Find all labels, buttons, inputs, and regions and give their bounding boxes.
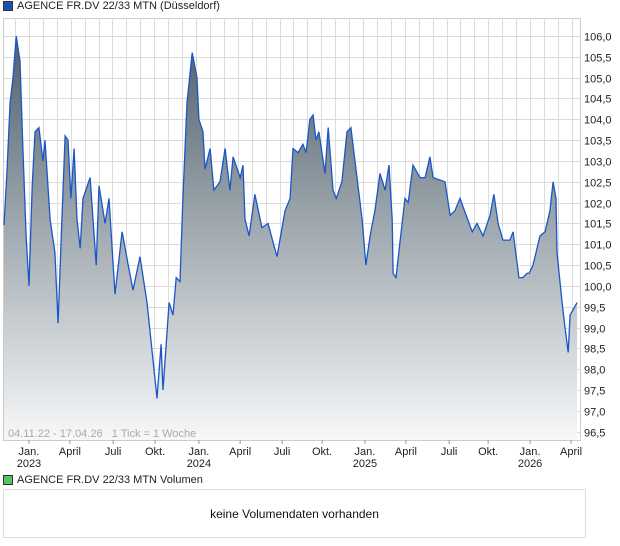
y-tick-label: 104,0: [584, 115, 612, 127]
x-tick-label: Jan.: [188, 446, 209, 458]
y-tick-label: 106,0: [584, 32, 612, 44]
x-tick-label: April: [395, 446, 417, 458]
x-tick-year-label: 2025: [353, 458, 377, 470]
x-tick-year-label: 2024: [187, 458, 211, 470]
x-tick-label: Okt.: [478, 446, 498, 458]
y-tick-label: 103,5: [584, 136, 612, 148]
price-line: [3, 35, 578, 399]
x-tick-label: Okt.: [145, 446, 165, 458]
x-tick-year-label: 2026: [518, 458, 542, 470]
x-tick-label: April: [560, 446, 582, 458]
range-text: 04.11.22 - 17.04.26 1 Tick = 1 Woche: [8, 428, 196, 440]
price-legend-label: AGENCE FR.DV 22/33 MTN (Düsseldorf): [17, 0, 220, 12]
volume-legend-swatch: [3, 475, 13, 485]
volume-empty-message: keine Volumendaten vorhanden: [210, 506, 379, 521]
volume-legend-label: AGENCE FR.DV 22/33 MTN Volumen: [17, 474, 203, 486]
y-tick-label: 101,0: [584, 240, 612, 252]
x-tick-label: Jan.: [355, 446, 376, 458]
x-tick-label: Jan.: [520, 446, 541, 458]
y-tick-label: 98,5: [584, 344, 605, 356]
y-tick-label: 103,0: [584, 157, 612, 169]
y-tick-label: 100,5: [584, 261, 612, 273]
x-tick-label: April: [229, 446, 251, 458]
x-tick-year-label: 2023: [17, 458, 41, 470]
y-tick-label: 99,5: [584, 303, 605, 315]
y-tick-label: 99,0: [584, 324, 605, 336]
volume-panel: keine Volumendaten vorhanden: [3, 489, 586, 538]
y-tick-label: 105,5: [584, 53, 612, 65]
y-tick-label: 97,5: [584, 386, 605, 398]
x-tick-label: April: [59, 446, 81, 458]
y-tick-label: 105,0: [584, 74, 612, 86]
y-tick-label: 97,0: [584, 407, 605, 419]
price-legend-swatch: [3, 1, 13, 11]
y-tick-label: 98,0: [584, 365, 605, 377]
price-area-fill: [4, 36, 578, 440]
y-tick-label: 104,5: [584, 94, 612, 106]
price-legend: AGENCE FR.DV 22/33 MTN (Düsseldorf): [3, 0, 220, 12]
y-tick-label: 96,5: [584, 428, 605, 440]
x-tick-label: Okt.: [312, 446, 332, 458]
x-tick-label: Juli: [274, 446, 291, 458]
x-tick-label: Juli: [441, 446, 458, 458]
y-tick-label: 101,5: [584, 219, 612, 231]
y-axis: 96,5 97,0 97,5 98,0 98,5 99,0 99,5 100,0 100,5 10…: [584, 32, 612, 440]
volume-legend: AGENCE FR.DV 22/33 MTN Volumen: [3, 474, 203, 486]
x-tick-label: Jan.: [19, 446, 40, 458]
y-tick-label: 100,0: [584, 282, 612, 294]
series-layer: [3, 35, 578, 440]
y-tick-label: 102,0: [584, 199, 612, 211]
x-tick-label: Juli: [105, 446, 122, 458]
y-tick-label: 102,5: [584, 178, 612, 190]
